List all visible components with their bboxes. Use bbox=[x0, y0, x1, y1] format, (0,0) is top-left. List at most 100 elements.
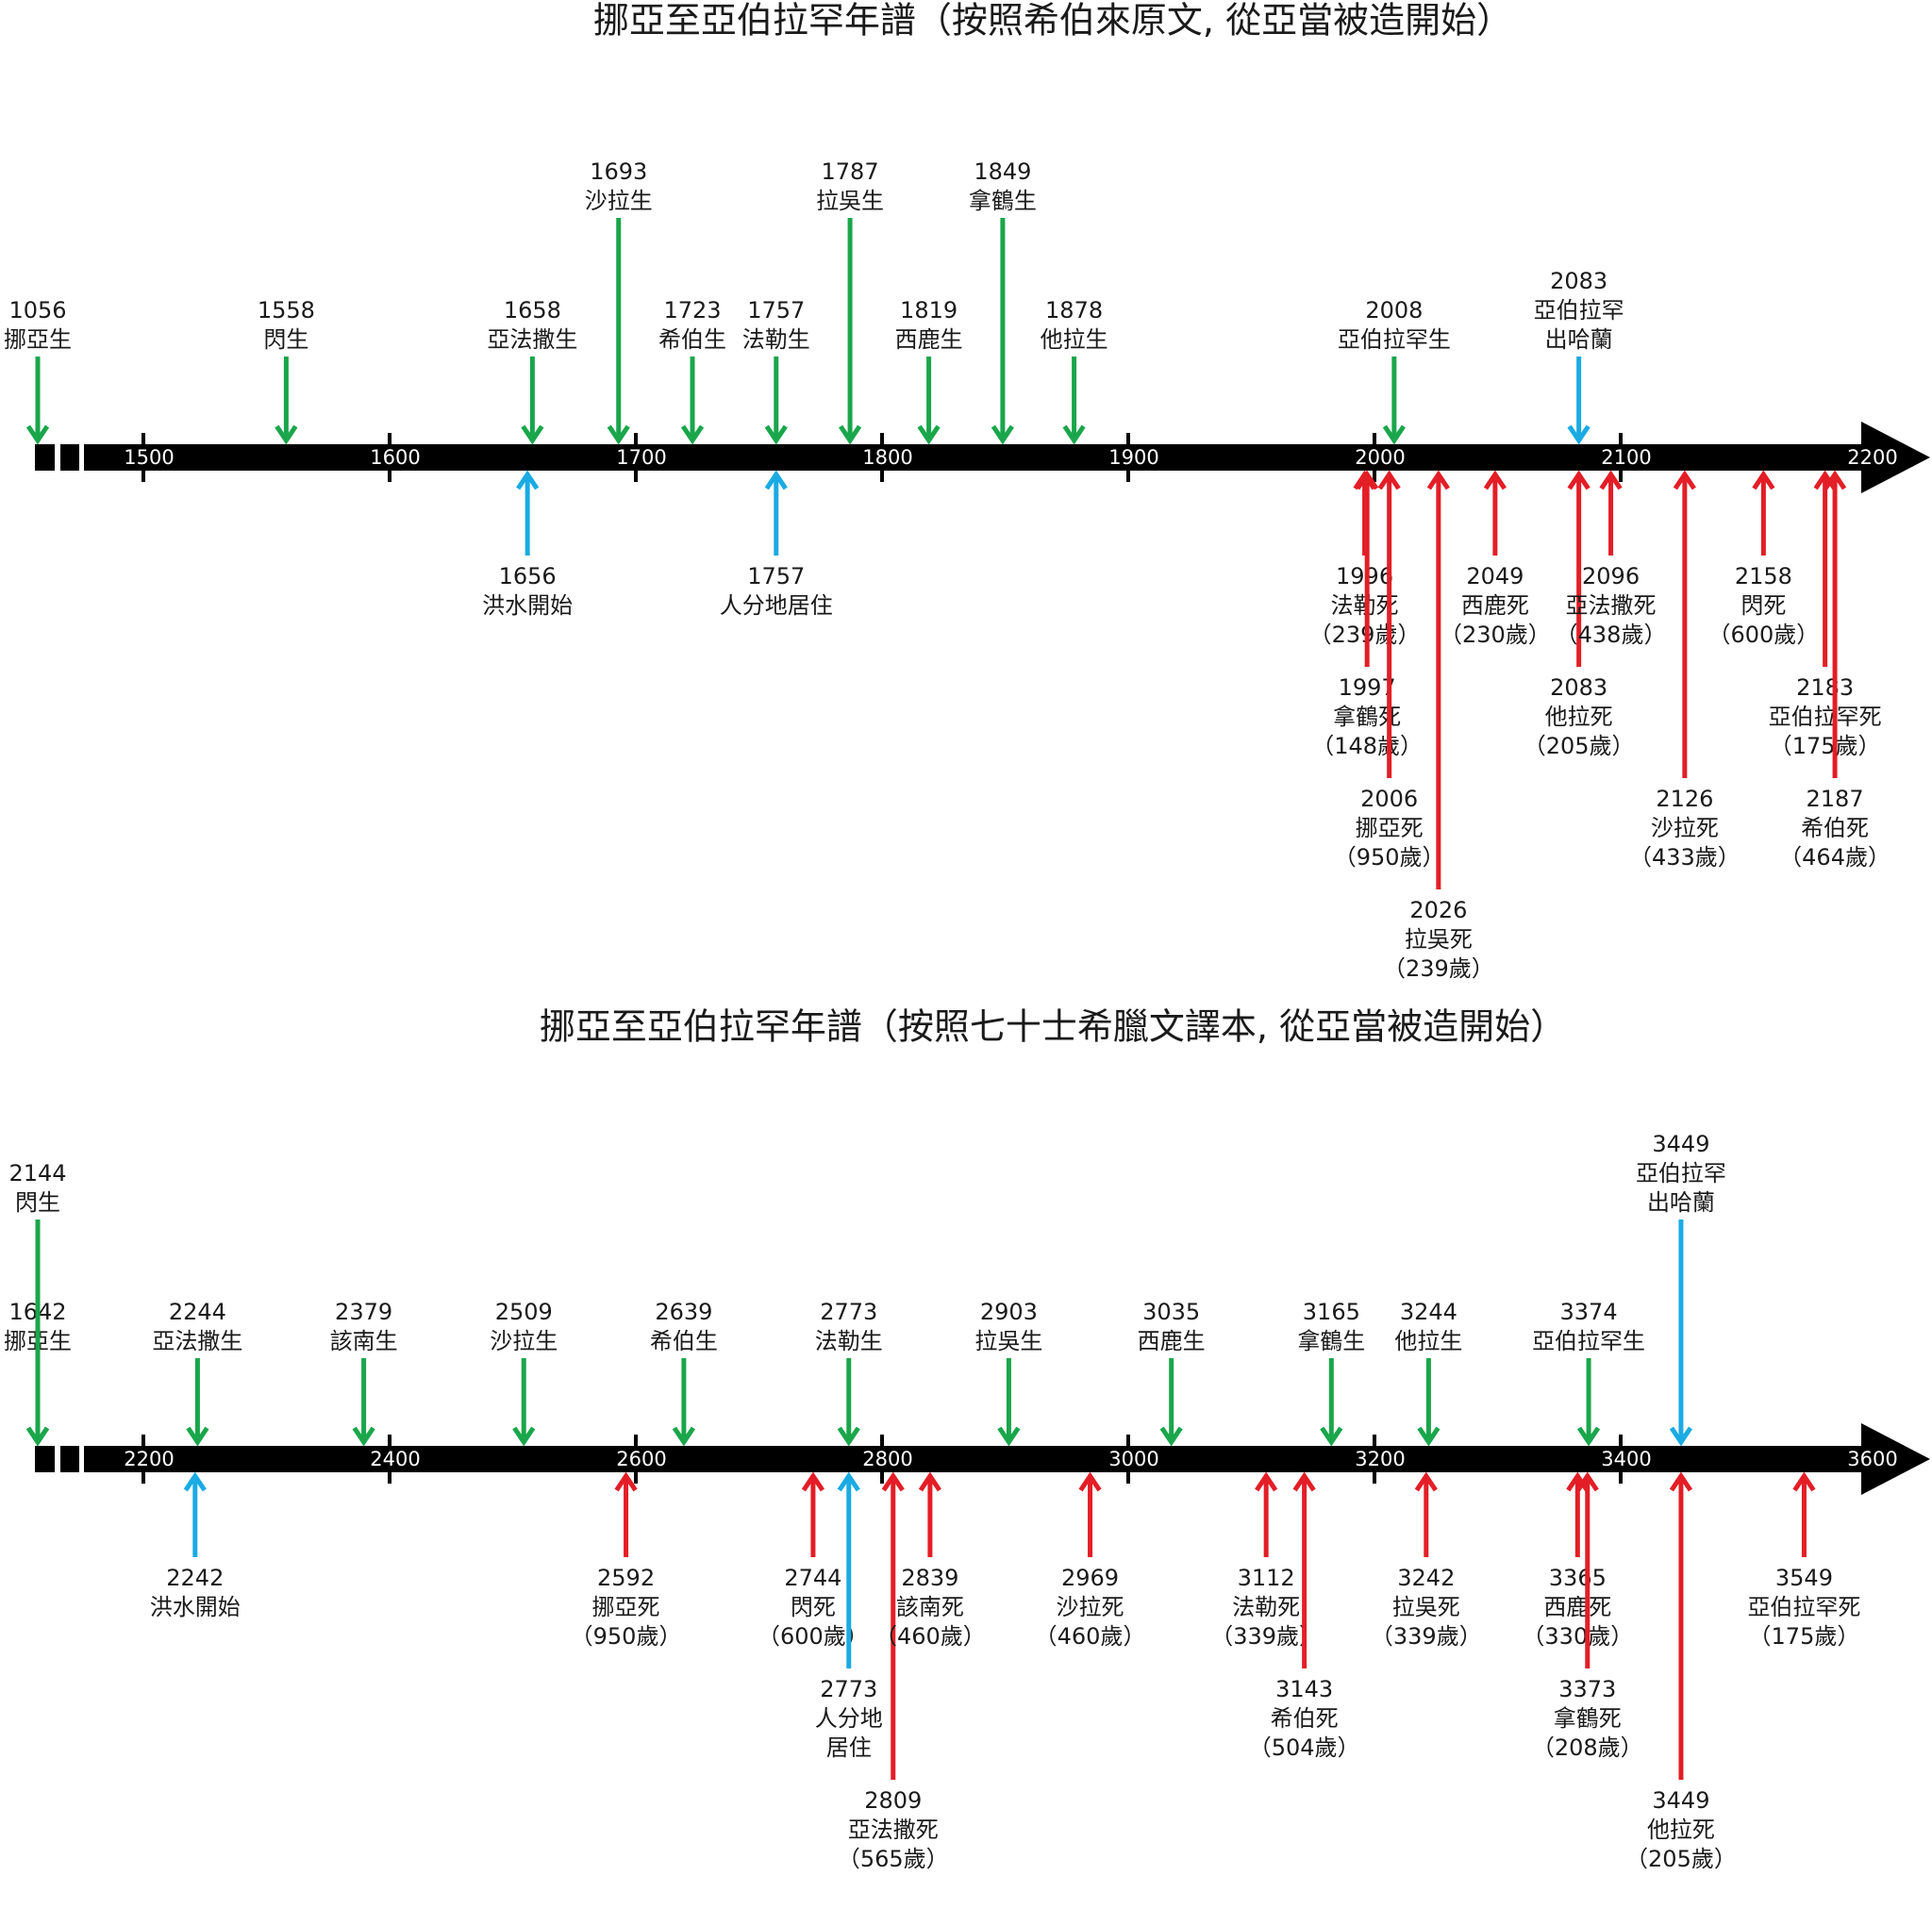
event-label: 3449 bbox=[1652, 1131, 1709, 1157]
event-arrowhead bbox=[991, 424, 1014, 445]
event-arrowhead bbox=[614, 1471, 638, 1492]
event-label: 他拉生 bbox=[1394, 1328, 1462, 1354]
tick-label: 3200 bbox=[1355, 1448, 1405, 1470]
event-label: 3165 bbox=[1303, 1299, 1360, 1325]
event-arrowhead bbox=[1377, 470, 1401, 490]
event-arrowhead bbox=[25, 1426, 50, 1447]
event-arrowhead bbox=[352, 1426, 375, 1447]
event-label: （950歲） bbox=[1334, 844, 1445, 871]
event-label: 1787 bbox=[822, 158, 879, 185]
event-label: 1819 bbox=[900, 297, 958, 324]
tick-label: 1700 bbox=[616, 446, 666, 469]
axis-bar bbox=[84, 1446, 1869, 1472]
event-label: 2083 bbox=[1550, 674, 1607, 701]
event-arrowhead bbox=[521, 424, 544, 445]
event-label: 2903 bbox=[980, 1299, 1038, 1325]
event-label: （339歲） bbox=[1371, 1623, 1482, 1650]
event-label: 1693 bbox=[590, 158, 647, 185]
event-label: （600歲） bbox=[758, 1623, 869, 1650]
event-label: 2126 bbox=[1656, 786, 1713, 812]
event-label: 1878 bbox=[1045, 297, 1103, 324]
event-label: （230歲） bbox=[1440, 622, 1551, 648]
event-label: 沙拉死 bbox=[1057, 1594, 1124, 1620]
event-label: 1997 bbox=[1339, 674, 1396, 701]
tick-label: 1800 bbox=[862, 446, 912, 469]
event-arrowhead bbox=[1255, 1471, 1278, 1492]
event-label: 閃生 bbox=[15, 1189, 60, 1216]
event-label: 2096 bbox=[1582, 563, 1640, 589]
event-label: （504歲） bbox=[1249, 1734, 1360, 1761]
event-label: 2183 bbox=[1796, 674, 1854, 701]
event-arrowhead bbox=[838, 424, 862, 445]
event-label: 沙拉生 bbox=[490, 1328, 558, 1354]
tick-label: 3600 bbox=[1847, 1448, 1897, 1470]
event-arrowhead bbox=[1669, 1471, 1693, 1492]
event-label: 2809 bbox=[864, 1787, 922, 1814]
event-label: 亞法撒生 bbox=[487, 326, 577, 353]
event-arrowhead bbox=[1078, 1471, 1102, 1492]
event-label: 3374 bbox=[1560, 1299, 1618, 1325]
event-label: 亞伯拉罕生 bbox=[1532, 1328, 1645, 1354]
event-arrowhead bbox=[1823, 470, 1847, 490]
event-arrowhead bbox=[1576, 1426, 1601, 1447]
event-label: 西鹿死 bbox=[1461, 592, 1529, 619]
event-arrowhead bbox=[275, 424, 298, 445]
event-label: （600歲） bbox=[1707, 622, 1819, 648]
title: 挪亞至亞伯拉罕年譜（按照七十士希臘文譯本, 從亞當被造開始） bbox=[540, 1006, 1566, 1048]
event-label: 沙拉死 bbox=[1651, 815, 1719, 841]
event-label: 閃死 bbox=[1740, 592, 1786, 619]
event-label: （460歲） bbox=[874, 1623, 986, 1650]
event-label: （330歲） bbox=[1522, 1623, 1633, 1650]
tick-label: 2600 bbox=[616, 1448, 666, 1470]
event-arrowhead bbox=[1752, 470, 1775, 490]
event-label: 3373 bbox=[1558, 1676, 1616, 1702]
event-label: 拉吳死 bbox=[1392, 1594, 1460, 1620]
event-label: 1558 bbox=[258, 297, 315, 324]
tick-label: 2100 bbox=[1601, 446, 1651, 469]
event-label: 法勒生 bbox=[815, 1328, 883, 1354]
event-arrowhead bbox=[1426, 470, 1450, 490]
tick-label: 2000 bbox=[1355, 446, 1405, 469]
event-arrowhead bbox=[680, 424, 705, 445]
event-arrowhead bbox=[764, 470, 788, 490]
event-label: 2379 bbox=[335, 1299, 392, 1325]
event-label: 拿鶴生 bbox=[969, 188, 1037, 214]
event-arrowhead bbox=[607, 424, 630, 445]
event-label: 1658 bbox=[504, 297, 561, 324]
event-label: 1056 bbox=[8, 297, 66, 324]
event-label: 人分地 bbox=[815, 1705, 883, 1732]
event-label: （433歲） bbox=[1629, 844, 1740, 871]
event-label: 西鹿生 bbox=[1138, 1328, 1206, 1354]
event-label: （460歲） bbox=[1035, 1623, 1146, 1650]
event-label: 亞法撒死 bbox=[1566, 592, 1657, 619]
event-label: 閃生 bbox=[263, 326, 308, 353]
event-label: 亞法撒死 bbox=[848, 1817, 939, 1843]
event-label: 2839 bbox=[901, 1565, 958, 1591]
event-label: （175歲） bbox=[1749, 1623, 1860, 1650]
event-label: 2773 bbox=[820, 1299, 877, 1325]
event-label: 洪水開始 bbox=[482, 592, 573, 619]
tick-label: 1600 bbox=[370, 446, 420, 469]
event-label: 1656 bbox=[499, 563, 557, 589]
event-label: 挪亞死 bbox=[592, 1594, 660, 1620]
event-label: 他拉生 bbox=[1041, 326, 1108, 353]
event-label: 2244 bbox=[169, 1299, 226, 1325]
event-label: 3143 bbox=[1275, 1676, 1333, 1702]
event-label: 出哈蘭 bbox=[1545, 326, 1613, 353]
event-label: 3244 bbox=[1400, 1299, 1457, 1325]
event-label: 拿鶴死 bbox=[1554, 1705, 1622, 1732]
event-label: 希伯生 bbox=[658, 326, 726, 353]
title: 挪亞至亞伯拉罕年譜（按照希伯來原文, 從亞當被造開始） bbox=[593, 0, 1512, 41]
tick-label: 2400 bbox=[370, 1448, 420, 1470]
event-label: 亞法撒生 bbox=[152, 1328, 242, 1354]
event-label: 2008 bbox=[1365, 297, 1423, 324]
event-arrowhead bbox=[917, 424, 941, 445]
event-arrowhead bbox=[25, 424, 50, 445]
event-label: 居住 bbox=[826, 1734, 872, 1761]
event-label: 1723 bbox=[663, 297, 721, 324]
event-arrowhead bbox=[186, 1426, 209, 1447]
event-label: 亞伯拉罕生 bbox=[1338, 326, 1451, 353]
event-label: 法勒死 bbox=[1232, 1594, 1300, 1620]
event-label: 2969 bbox=[1061, 1565, 1119, 1591]
